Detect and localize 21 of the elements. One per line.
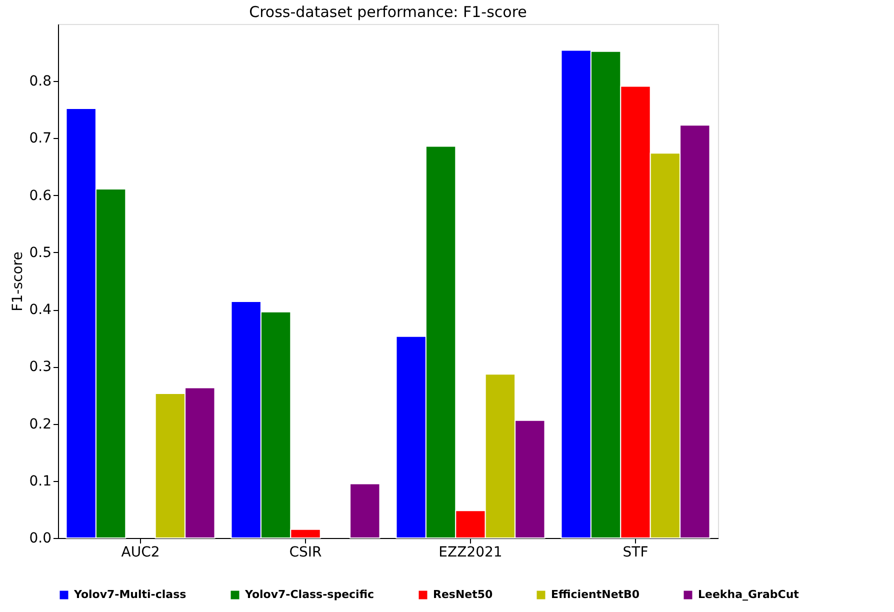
y-tick-label: 0.4: [29, 302, 52, 318]
legend-label: Yolov7-Multi-class: [73, 588, 187, 601]
legend-label: ResNet50: [433, 588, 494, 601]
x-tick-label: CSIR: [289, 544, 322, 560]
x-tick-label: STF: [622, 544, 648, 560]
y-tick-label: 0.7: [29, 130, 52, 147]
y-tick-label: 0.1: [29, 473, 52, 490]
legend-label: Leekha_GrabCut: [698, 588, 799, 601]
y-tick-label: 0.8: [29, 74, 52, 90]
y-tick-label: 0.2: [29, 416, 52, 432]
y-axis-title: F1-score: [10, 252, 26, 312]
legend-label: Yolov7-Class-specific: [244, 588, 374, 601]
chart-title: Cross-dataset performance: F1-score: [249, 3, 527, 21]
y-tick-label: 0.3: [29, 359, 52, 376]
x-tick-label: AUC2: [121, 544, 160, 560]
y-tick-label: 0.5: [29, 244, 52, 261]
legend-label: EfficientNetB0: [551, 588, 640, 601]
x-tick-label: EZZ2021: [438, 544, 502, 560]
y-tick-label: 0.0: [29, 530, 52, 546]
bar: [350, 483, 380, 538]
y-tick-label: 0.6: [29, 188, 52, 204]
